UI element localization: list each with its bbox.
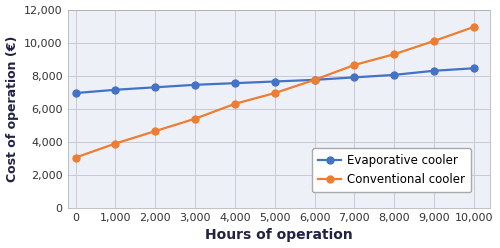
Evaporative cooler [232,82,238,85]
Evaporative cooler [112,88,118,91]
Conventional cooler [471,26,477,29]
Conventional cooler [312,78,318,81]
Conventional cooler [352,63,358,66]
Line: Conventional cooler: Conventional cooler [72,24,478,161]
Evaporative cooler [312,78,318,81]
X-axis label: Hours of operation: Hours of operation [205,228,352,243]
Line: Evaporative cooler: Evaporative cooler [72,65,478,96]
Conventional cooler [272,92,278,94]
Evaporative cooler [272,80,278,83]
Conventional cooler [112,142,118,145]
Evaporative cooler [431,69,437,72]
Legend: Evaporative cooler, Conventional cooler: Evaporative cooler, Conventional cooler [312,149,471,192]
Evaporative cooler [192,83,198,86]
Y-axis label: Cost of operation (€): Cost of operation (€) [6,36,18,182]
Evaporative cooler [352,76,358,79]
Evaporative cooler [471,67,477,70]
Evaporative cooler [72,92,78,94]
Conventional cooler [152,130,158,133]
Conventional cooler [391,53,397,56]
Conventional cooler [431,39,437,42]
Evaporative cooler [152,86,158,89]
Conventional cooler [192,117,198,120]
Conventional cooler [232,102,238,105]
Evaporative cooler [391,73,397,76]
Conventional cooler [72,156,78,159]
